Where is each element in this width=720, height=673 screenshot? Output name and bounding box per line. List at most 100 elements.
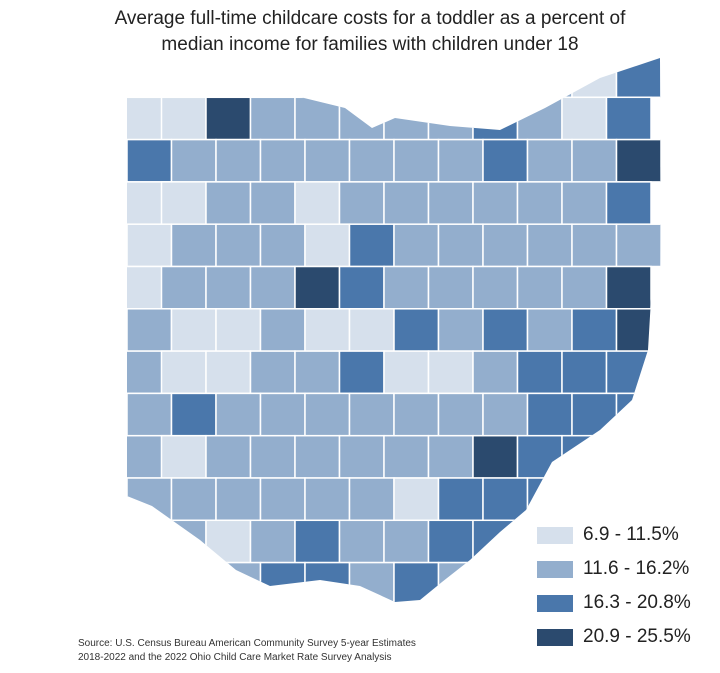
county-region xyxy=(170,561,217,602)
county-region xyxy=(482,223,529,268)
county-region xyxy=(615,58,661,99)
county-region xyxy=(472,96,519,141)
county-region xyxy=(437,308,484,352)
county-region xyxy=(294,265,341,310)
county-region xyxy=(472,350,519,395)
county-region xyxy=(160,181,207,225)
county-region xyxy=(615,223,661,268)
county-region xyxy=(304,392,351,437)
county-region xyxy=(215,223,262,268)
county-region xyxy=(427,350,474,395)
county-region xyxy=(348,308,395,352)
county-region xyxy=(482,392,529,437)
legend-label: 6.9 - 11.5% xyxy=(583,524,679,545)
county-region xyxy=(294,181,341,225)
county-region xyxy=(516,265,563,310)
county-region xyxy=(482,477,529,522)
county-region xyxy=(561,434,608,479)
county-region xyxy=(393,308,440,352)
county-region xyxy=(605,265,652,310)
legend-swatch xyxy=(537,594,573,612)
legend: 6.9 - 11.5% 11.6 - 16.2% 16.3 - 20.8% 20… xyxy=(537,518,691,654)
source-line-2: 2018-2022 and the 2022 Ohio Child Care M… xyxy=(78,652,392,663)
county-region xyxy=(526,58,573,99)
county-region xyxy=(561,350,608,395)
county-region xyxy=(526,477,573,522)
county-region xyxy=(127,138,173,183)
county-region xyxy=(170,477,217,522)
county-region xyxy=(160,519,207,564)
county-region xyxy=(215,308,262,352)
county-region xyxy=(437,223,484,268)
county-region xyxy=(304,308,351,352)
county-region xyxy=(437,561,484,602)
county-region xyxy=(393,138,440,183)
county-region xyxy=(160,96,207,141)
county-region xyxy=(304,477,351,522)
county-region xyxy=(294,350,341,395)
county-region xyxy=(516,181,563,225)
county-region xyxy=(160,434,207,479)
legend-swatch xyxy=(537,628,573,646)
county-region xyxy=(605,96,652,141)
source-note: Source: U.S. Census Bureau American Comm… xyxy=(78,637,416,665)
county-region xyxy=(215,138,262,183)
county-region xyxy=(338,350,385,395)
map-title: Average full-time childcare costs for a … xyxy=(0,6,720,58)
county-region xyxy=(338,519,385,564)
county-region xyxy=(526,138,573,183)
legend-label: 11.6 - 16.2% xyxy=(583,558,690,579)
county-region xyxy=(571,58,618,99)
county-region xyxy=(393,223,440,268)
county-region xyxy=(259,223,306,268)
county-region xyxy=(472,434,519,479)
county-region xyxy=(215,477,262,522)
source-line-1: Source: U.S. Census Bureau American Comm… xyxy=(78,638,416,649)
county-region xyxy=(170,308,217,352)
county-region xyxy=(127,308,173,352)
county-region xyxy=(127,477,173,522)
county-region xyxy=(294,434,341,479)
county-region xyxy=(605,181,652,225)
county-region xyxy=(383,181,430,225)
county-region xyxy=(170,138,217,183)
county-region xyxy=(571,138,618,183)
county-region xyxy=(348,223,395,268)
county-region xyxy=(427,181,474,225)
legend-item: 11.6 - 16.2% xyxy=(537,552,691,586)
county-region xyxy=(526,223,573,268)
county-region xyxy=(427,96,474,141)
county-region xyxy=(127,223,173,268)
county-region xyxy=(205,434,252,479)
county-region xyxy=(348,138,395,183)
county-region xyxy=(348,561,395,602)
county-region xyxy=(304,138,351,183)
county-region xyxy=(437,477,484,522)
county-region xyxy=(259,392,306,437)
county-region xyxy=(127,561,173,602)
title-line-1: Average full-time childcare costs for a … xyxy=(114,8,626,29)
county-region xyxy=(571,223,618,268)
county-region xyxy=(127,392,173,437)
county-region xyxy=(338,434,385,479)
county-region xyxy=(160,265,207,310)
county-region xyxy=(571,392,618,437)
county-region xyxy=(249,265,296,310)
county-region xyxy=(205,96,252,141)
county-region xyxy=(615,308,661,352)
legend-label: 20.9 - 25.5% xyxy=(583,626,691,647)
county-region xyxy=(205,519,252,564)
legend-swatch xyxy=(537,560,573,578)
county-region xyxy=(516,96,563,141)
county-region xyxy=(259,138,306,183)
county-region xyxy=(482,138,529,183)
county-region xyxy=(482,561,529,602)
county-region xyxy=(615,392,661,437)
county-region xyxy=(571,477,618,522)
county-region xyxy=(615,477,661,522)
county-region xyxy=(472,181,519,225)
county-region xyxy=(338,96,385,141)
county-region xyxy=(615,138,661,183)
county-region xyxy=(249,350,296,395)
